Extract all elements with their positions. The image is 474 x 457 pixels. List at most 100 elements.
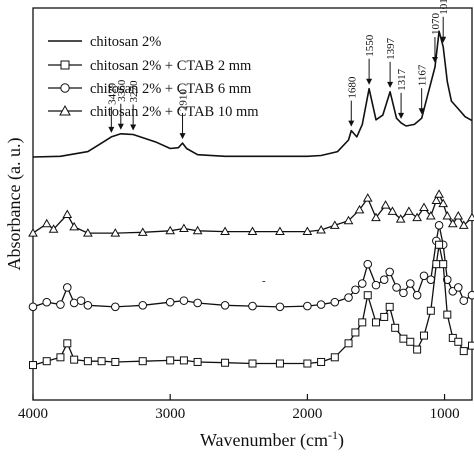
peak-arrow-head xyxy=(431,56,438,63)
peak-annotation-1680: 1680 xyxy=(346,76,358,127)
legend-entry-chitosan: chitosan 2% xyxy=(48,34,161,50)
data-point-triangle xyxy=(179,223,189,232)
data-point-square xyxy=(166,356,175,365)
x-axis-title-close: ) xyxy=(338,430,344,451)
data-point-square xyxy=(406,337,415,346)
legend-entry-ctab-2: chitosan 2% + CTAB 2 mm xyxy=(48,58,252,74)
data-point-circle xyxy=(76,296,86,305)
peak-label-3270: 3270 xyxy=(128,80,140,103)
data-point-triangle xyxy=(48,224,59,233)
legend-label-ctab-10: chitosan 2% + CTAB 10 mm xyxy=(90,104,259,120)
data-point-triangle xyxy=(431,195,442,205)
data-point-circle xyxy=(371,280,381,290)
legend-label-chitosan: chitosan 2% xyxy=(90,34,161,50)
data-point-square xyxy=(248,359,257,368)
data-point-triangle xyxy=(419,202,429,211)
peak-arrow-head xyxy=(440,36,447,43)
peak-annotation-1070: 1070 xyxy=(430,12,442,63)
stray-mark: - xyxy=(262,275,266,287)
peak-arrow-head xyxy=(179,133,186,140)
legend-marker-circle xyxy=(60,83,70,93)
data-point-square xyxy=(439,260,448,269)
peak-label-1010: 1010 xyxy=(438,0,450,15)
data-point-circle xyxy=(399,288,408,298)
data-point-square xyxy=(344,339,353,348)
data-point-square xyxy=(443,310,452,319)
legend-entry-ctab-10: chitosan 2% + CTAB 10 mm xyxy=(48,104,259,120)
peak-label-1397: 1397 xyxy=(385,37,397,60)
peak-annotation-2910: 2910 xyxy=(178,89,190,140)
data-point-circle xyxy=(303,301,312,311)
x-tick-label: 2000 xyxy=(292,406,322,422)
data-point-circle xyxy=(220,300,230,310)
data-point-square xyxy=(221,358,230,367)
data-point-square xyxy=(468,341,474,350)
data-point-circle xyxy=(459,296,469,305)
data-point-square xyxy=(317,357,326,366)
data-point-circle xyxy=(443,275,452,284)
data-point-square xyxy=(179,356,188,365)
data-point-square xyxy=(363,291,372,300)
peak-annotation-3270: 3270 xyxy=(128,80,140,131)
data-point-triangle xyxy=(83,228,93,237)
data-point-triangle xyxy=(343,215,354,225)
data-point-triangle xyxy=(302,226,313,236)
data-point-circle xyxy=(193,298,202,308)
data-point-square xyxy=(63,339,72,348)
data-point-circle xyxy=(467,290,474,300)
data-point-triangle xyxy=(458,220,469,229)
data-point-triangle xyxy=(453,211,464,220)
legend-entry-ctab-6: chitosan 2% + CTAB 6 mm xyxy=(48,81,252,97)
data-point-square xyxy=(111,357,120,366)
data-point-triangle xyxy=(247,226,258,236)
data-point-square xyxy=(358,318,367,327)
data-point-triangle xyxy=(447,218,458,228)
data-point-circle xyxy=(385,267,394,277)
data-point-circle xyxy=(179,296,189,305)
data-point-square xyxy=(435,240,444,249)
data-point-triangle xyxy=(192,225,203,235)
peak-arrow-head xyxy=(387,81,394,88)
data-point-circle xyxy=(392,283,401,292)
data-point-triangle xyxy=(371,212,381,222)
peak-annotation-1010: 1010 xyxy=(438,0,450,43)
peak-arrow-head xyxy=(418,108,425,115)
data-point-circle xyxy=(111,302,120,312)
data-point-circle xyxy=(56,300,65,309)
data-point-square xyxy=(56,353,65,362)
x-tick-label: 1000 xyxy=(430,406,460,422)
data-point-square xyxy=(351,328,360,337)
data-point-square xyxy=(83,357,92,366)
data-point-circle xyxy=(363,259,373,269)
data-point-square xyxy=(454,337,463,346)
data-point-triangle xyxy=(137,227,148,236)
x-axis-ticks: 4000 3000 2000 1000 xyxy=(18,394,460,422)
data-point-circle xyxy=(42,297,52,307)
peak-annotation-1550: 1550 xyxy=(364,34,376,85)
data-point-circle xyxy=(412,290,422,300)
data-point-circle xyxy=(83,300,93,310)
peak-label-2910: 2910 xyxy=(178,89,190,112)
data-point-square xyxy=(29,361,37,370)
x-axis-title-main: Wavenumber (cm xyxy=(200,430,328,451)
data-point-triangle xyxy=(387,206,398,215)
data-point-triangle xyxy=(316,224,326,234)
data-point-circle xyxy=(357,279,367,288)
data-point-triangle xyxy=(380,200,391,209)
peak-arrow-head xyxy=(348,120,355,127)
data-point-triangle xyxy=(329,220,340,229)
data-point-circle xyxy=(419,271,429,281)
data-point-triangle xyxy=(62,209,73,218)
data-point-circle xyxy=(453,283,463,292)
data-point-triangle xyxy=(220,226,230,236)
data-point-circle xyxy=(62,283,72,292)
peak-arrow-head xyxy=(117,123,124,130)
data-point-triangle xyxy=(425,211,436,220)
peak-arrow-head xyxy=(130,124,137,131)
x-axis-title-superscript: -1 xyxy=(328,428,338,442)
data-point-triangle xyxy=(412,212,422,222)
data-point-circle xyxy=(165,297,175,307)
data-point-square xyxy=(385,302,394,311)
data-point-square xyxy=(419,331,428,340)
